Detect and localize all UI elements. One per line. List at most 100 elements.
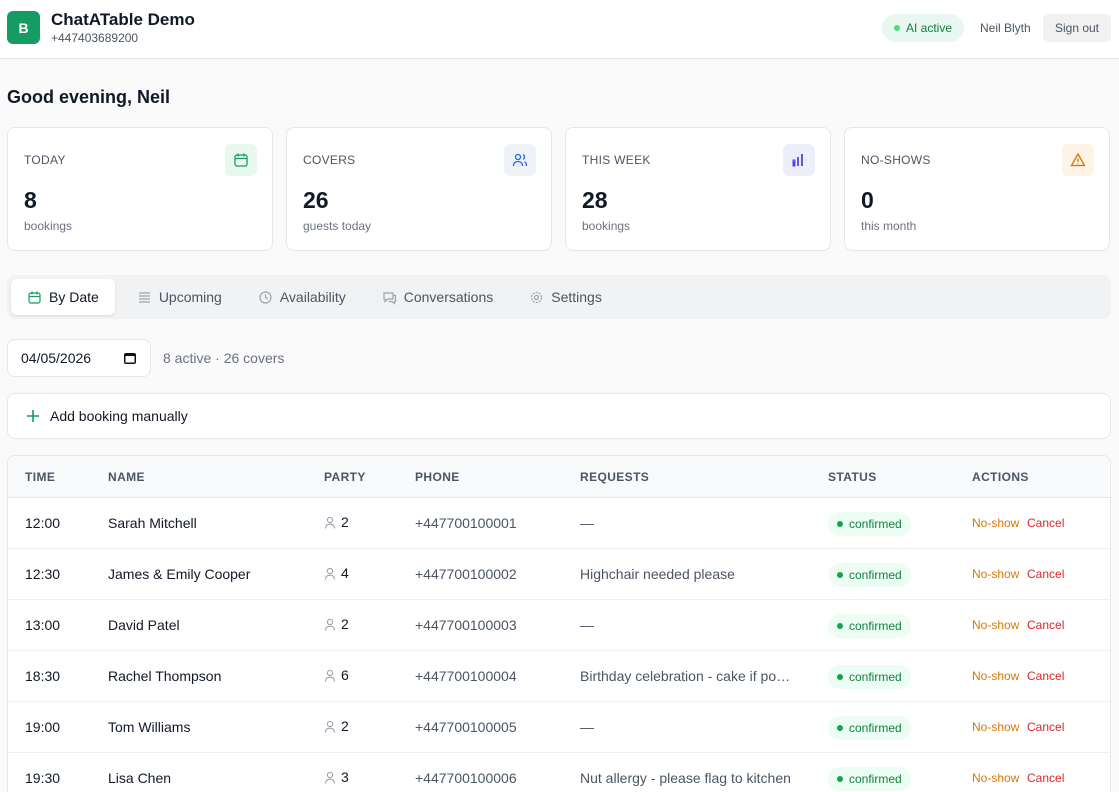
logo: B <box>7 11 40 44</box>
stat-label: THIS WEEK <box>582 153 651 167</box>
phone: +447700100001 <box>415 515 517 531</box>
header: B ChatATable Demo +447403689200 AI activ… <box>0 0 1119 59</box>
ai-status-text: AI active <box>905 21 953 35</box>
tab[interactable]: Conversations <box>366 279 510 315</box>
phone: +447403689200 <box>51 31 139 45</box>
stat-card: THIS WEEK 28 bookings <box>565 127 831 251</box>
no-show-button[interactable]: No-show <box>972 669 1020 683</box>
status-text: confirmed <box>849 772 902 786</box>
party: 6 <box>324 667 349 683</box>
cancel-button[interactable]: Cancel <box>1027 618 1065 632</box>
stat-value: 0 <box>861 187 874 213</box>
person-icon <box>324 618 336 631</box>
stat-label: TODAY <box>24 153 66 167</box>
status-text: confirmed <box>849 568 902 582</box>
add-booking[interactable]: Add booking manually <box>7 393 1111 439</box>
party-size: 3 <box>341 769 349 785</box>
no-show-button[interactable]: No-show <box>972 516 1020 530</box>
tab-icon <box>531 291 543 303</box>
tab[interactable]: Availability <box>242 279 362 315</box>
status: confirmed <box>828 614 911 638</box>
stat-card: COVERS 26 guests today <box>286 127 552 251</box>
party-size: 6 <box>341 667 349 683</box>
stat-card: NO-SHOWS 0 this month <box>844 127 1110 251</box>
tab[interactable]: By Date <box>11 279 115 315</box>
plus-icon <box>27 410 39 422</box>
cancel-button[interactable]: Cancel <box>1027 516 1065 530</box>
sign-out[interactable]: Sign out <box>1043 14 1111 42</box>
time: 12:00 <box>25 515 61 531</box>
tab[interactable]: Upcoming <box>121 279 238 315</box>
stat-icon <box>504 144 536 176</box>
no-show-button[interactable]: No-show <box>972 771 1020 785</box>
cancel-button[interactable]: Cancel <box>1027 720 1065 734</box>
status-dot <box>837 674 843 680</box>
phone: +447700100004 <box>415 668 517 684</box>
table-row: 12:30 James & Emily Cooper 4 +447700100002 H… <box>8 549 1110 600</box>
tab-label: Availability <box>279 289 346 305</box>
table-row: 18:30 Rachel Thompson 6 +447700100004 Birthd… <box>8 651 1110 702</box>
party-size: 2 <box>341 718 349 734</box>
requests: Nut allergy - please flag to kitchen <box>580 770 791 786</box>
stat-sub: guests today <box>303 219 372 233</box>
phone: +447700100002 <box>415 566 517 582</box>
status: confirmed <box>828 665 911 689</box>
tab[interactable]: Settings <box>513 279 618 315</box>
status-text: confirmed <box>849 721 902 735</box>
add-booking-text: Add booking manually <box>50 408 188 424</box>
time: 18:30 <box>25 668 61 684</box>
tab-bar: By Date Upcoming Availability Conversations… <box>7 275 1111 319</box>
stat-sub: this month <box>861 219 917 233</box>
stat-card: TODAY 8 bookings <box>7 127 273 251</box>
date-input[interactable]: 04/05/2026 <box>7 339 151 377</box>
stat-sub: bookings <box>582 219 631 233</box>
no-show-button[interactable]: No-show <box>972 618 1020 632</box>
date-value: 04/05/2026 <box>21 350 92 366</box>
cancel-button[interactable]: Cancel <box>1027 567 1065 581</box>
ai-status: AI active <box>882 14 964 42</box>
person-icon <box>324 720 336 733</box>
column-header: PARTY <box>324 470 366 484</box>
person-icon <box>324 669 336 682</box>
column-header: REQUESTS <box>580 470 650 484</box>
status: confirmed <box>828 767 911 791</box>
status: confirmed <box>828 512 911 536</box>
time: 12:30 <box>25 566 61 582</box>
column-header: STATUS <box>828 470 877 484</box>
stat-icon <box>1062 144 1094 176</box>
icon <box>792 154 803 167</box>
status: confirmed <box>828 716 911 740</box>
requests: Highchair needed please <box>580 566 735 582</box>
status-dot <box>837 521 843 527</box>
icon <box>234 153 248 167</box>
phone: +447700100003 <box>415 617 517 633</box>
column-header: ACTIONS <box>972 470 1029 484</box>
requests: — <box>580 617 594 633</box>
guest-name: James & Emily Cooper <box>108 566 251 582</box>
status-dot <box>837 776 843 782</box>
no-show-button[interactable]: No-show <box>972 720 1020 734</box>
app-title: ChatATable Demo <box>51 10 195 29</box>
stat-sub: bookings <box>24 219 73 233</box>
guest-name: Lisa Chen <box>108 770 172 786</box>
status-text: confirmed <box>849 670 902 684</box>
status-dot <box>837 623 843 629</box>
party: 2 <box>324 718 349 734</box>
tab-icon <box>138 291 150 303</box>
stat-icon <box>783 144 815 176</box>
party: 3 <box>324 769 349 785</box>
cancel-button[interactable]: Cancel <box>1027 771 1065 785</box>
cancel-button[interactable]: Cancel <box>1027 669 1065 683</box>
status: confirmed <box>828 563 911 587</box>
column-header: NAME <box>108 470 145 484</box>
table-header: TIME NAME PARTY PHONE REQUESTS STATUS ACTIONS <box>8 456 1110 498</box>
guest-name: David Patel <box>108 617 180 633</box>
tab-label: Settings <box>551 289 602 305</box>
no-show-button[interactable]: No-show <box>972 567 1020 581</box>
party: 2 <box>324 616 349 632</box>
icon <box>1070 152 1086 167</box>
column-header: TIME <box>25 470 56 484</box>
tab-label: Conversations <box>403 289 494 305</box>
